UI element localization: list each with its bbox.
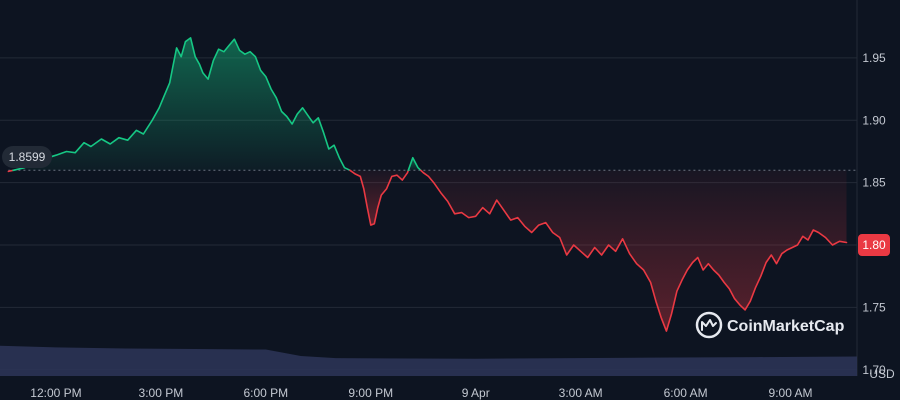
- x-tick-label: 3:00 PM: [139, 386, 184, 400]
- current-price-label: 1.80: [862, 238, 886, 252]
- price-line-down: [7, 169, 14, 173]
- baseline-label: 1.8599: [9, 150, 46, 164]
- x-tick-label: 12:00 PM: [30, 386, 81, 400]
- price-line-down: [349, 169, 410, 226]
- y-tick-label: 1.95: [862, 51, 886, 65]
- current-price-badge: 1.80: [858, 234, 890, 257]
- volume-bars: [0, 345, 857, 376]
- area-below-baseline: [350, 170, 409, 226]
- baseline-badge: 1.8599: [2, 146, 52, 168]
- price-line-down: [420, 169, 848, 332]
- volume-area: [0, 345, 857, 376]
- area-below-baseline: [420, 170, 847, 332]
- y-tick-label: 1.90: [862, 113, 886, 127]
- price-area: [8, 37, 847, 332]
- price-line-up: [407, 156, 422, 172]
- price-line-up: [12, 37, 351, 172]
- coinmarketcap-icon: [695, 311, 723, 339]
- currency-label: USD: [869, 367, 895, 381]
- price-line: [7, 37, 848, 332]
- y-tick-label: 1.75: [862, 300, 886, 314]
- x-tick-label: 9:00 PM: [348, 386, 393, 400]
- x-tick-label: 6:00 AM: [664, 386, 708, 400]
- y-axis: 1.95 1.90 1.85 1.80 1.75 1.70: [862, 51, 886, 377]
- brand-name: CoinMarketCap: [727, 318, 845, 335]
- x-tick-label: 9:00 AM: [769, 386, 813, 400]
- x-tick-label: 9 Apr: [462, 386, 490, 400]
- watermark-logo: CoinMarketCap: [695, 311, 845, 339]
- x-axis: 12:00 PM 3:00 PM 6:00 PM 9:00 PM 9 Apr 3:00 A…: [30, 386, 812, 400]
- area-above-baseline: [13, 37, 350, 171]
- x-tick-label: 6:00 PM: [243, 386, 288, 400]
- x-tick-label: 3:00 AM: [559, 386, 603, 400]
- y-tick-label: 1.85: [862, 176, 886, 190]
- y-tick-label: 1.70: [862, 363, 886, 377]
